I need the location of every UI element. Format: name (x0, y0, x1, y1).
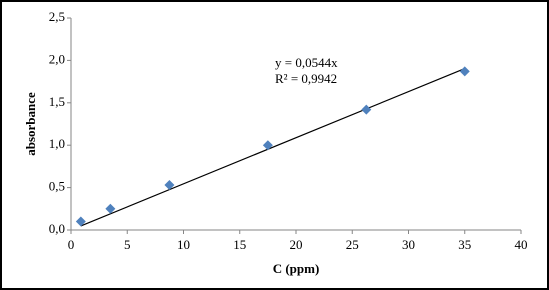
data-point (459, 66, 470, 77)
annotation: R² = 0,9942 (275, 71, 337, 86)
x-axis-title: C (ppm) (273, 261, 320, 276)
x-tick-label: 40 (515, 237, 528, 252)
data-point (164, 180, 175, 191)
x-tick-label: 0 (68, 237, 75, 252)
data-point (105, 203, 116, 214)
y-tick-label: 0,5 (49, 179, 65, 194)
y-tick-label: 0,0 (49, 221, 65, 236)
annotation: y = 0,0544x (275, 55, 338, 70)
y-tick-label: 2,0 (49, 51, 65, 66)
trendline (80, 67, 465, 227)
y-axis-title: absorbance (23, 92, 38, 156)
data-point (75, 216, 86, 227)
x-tick-label: 15 (233, 237, 246, 252)
y-tick-label: 1,0 (49, 136, 65, 151)
x-tick-label: 25 (346, 237, 359, 252)
x-tick-label: 10 (177, 237, 190, 252)
y-tick-label: 2,5 (49, 9, 65, 24)
x-tick-label: 30 (402, 237, 415, 252)
x-tick-label: 5 (124, 237, 131, 252)
data-point (361, 104, 372, 115)
y-tick-label: 1,5 (49, 94, 65, 109)
x-tick-label: 20 (290, 237, 303, 252)
data-point (262, 140, 273, 151)
x-tick-label: 35 (458, 237, 471, 252)
